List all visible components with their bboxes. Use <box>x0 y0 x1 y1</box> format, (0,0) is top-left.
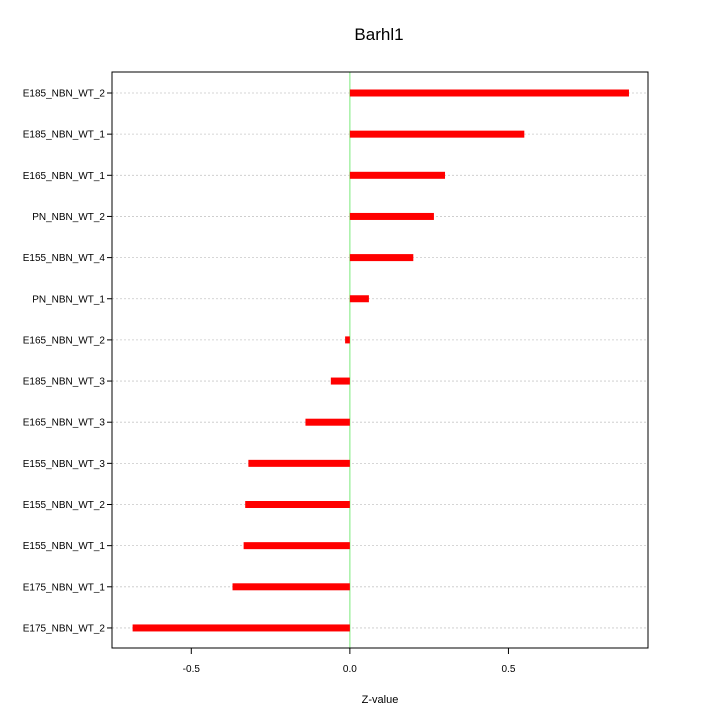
bar <box>349 89 629 97</box>
bar <box>132 624 350 632</box>
y-tick-label: E155_NBN_WT_4 <box>23 253 106 264</box>
y-tick-label: E185_NBN_WT_3 <box>23 377 106 388</box>
y-tick-label: E175_NBN_WT_2 <box>23 623 106 634</box>
y-tick-label: E165_NBN_WT_1 <box>23 171 106 182</box>
y-tick-label: E185_NBN_WT_1 <box>23 130 106 141</box>
bar <box>349 130 525 138</box>
bar <box>245 501 350 508</box>
chart-title: Barhl1 <box>354 25 403 44</box>
y-tick-label: E165_NBN_WT_2 <box>23 335 106 346</box>
bar <box>349 254 414 262</box>
y-tick-label: PN_NBN_WT_1 <box>32 294 105 305</box>
x-axis: -0.5 0.0 0.5 <box>183 648 516 675</box>
bar <box>349 171 446 179</box>
y-tick-label: E185_NBN_WT_2 <box>23 89 106 100</box>
bar <box>349 295 369 303</box>
x-tick-label: 0.0 <box>343 664 357 675</box>
bar <box>232 583 350 591</box>
bar <box>349 212 434 220</box>
plot-frame <box>111 71 649 649</box>
x-tick-label: -0.5 <box>183 664 201 675</box>
x-axis-label: Z-value <box>362 694 399 706</box>
x-tick-label: 0.5 <box>501 664 515 675</box>
bars <box>132 89 629 632</box>
y-tick-label: PN_NBN_WT_2 <box>32 212 105 223</box>
y-tick-label: E155_NBN_WT_3 <box>23 459 106 470</box>
y-tick-label: E165_NBN_WT_3 <box>23 418 106 429</box>
bar <box>330 377 350 385</box>
y-tick-label: E175_NBN_WT_1 <box>23 582 106 593</box>
bar <box>305 418 350 426</box>
bar <box>248 459 350 467</box>
y-tick-label: E155_NBN_WT_2 <box>23 500 106 511</box>
bar <box>345 336 350 344</box>
y-tick-label: E155_NBN_WT_1 <box>23 541 106 552</box>
bar <box>243 542 350 550</box>
y-axis: E185_NBN_WT_2 E185_NBN_WT_1 E165_NBN_WT_1 P… <box>23 89 112 634</box>
